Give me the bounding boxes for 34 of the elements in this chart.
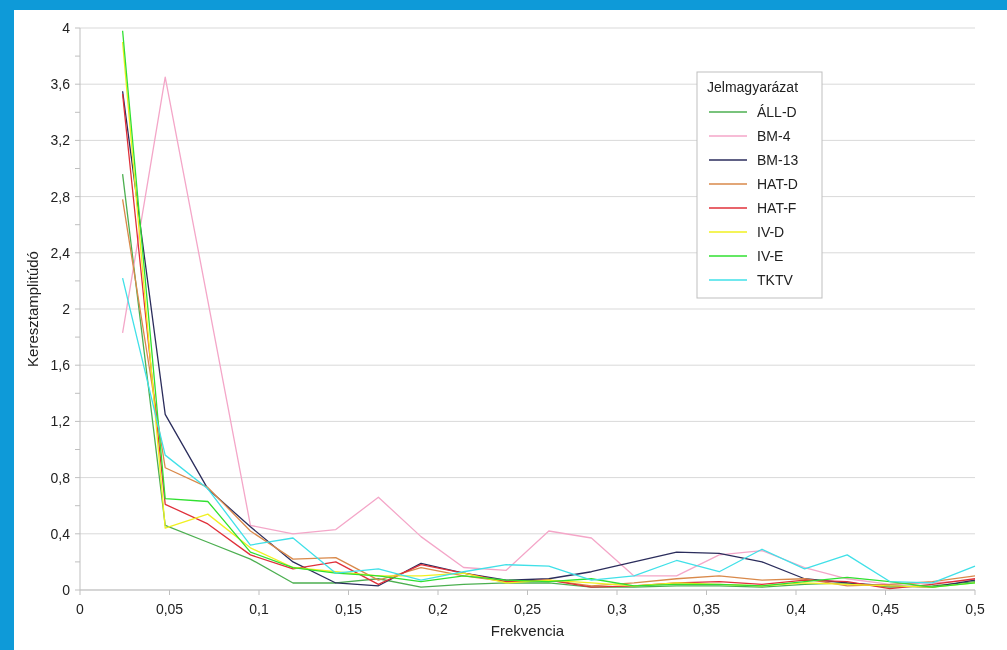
y-tick-label: 1,2 — [50, 413, 71, 430]
x-tick-label: 0,35 — [692, 601, 721, 617]
y-tick-label: 3,2 — [50, 132, 71, 149]
line-series — [121, 277, 976, 584]
x-tick-label: 0,05 — [155, 601, 184, 617]
x-tick-label: 0,2 — [428, 601, 448, 617]
x-tick-label: 0,4 — [786, 601, 806, 617]
x-tick-label: 0 — [76, 601, 85, 617]
legend-title: Jelmagyarázat — [707, 79, 799, 95]
y-tick-label: 3,6 — [50, 76, 71, 93]
y-tick-label: 2,4 — [50, 244, 71, 261]
x-tick-label: 0,5 — [965, 601, 985, 617]
y-tick-label: 1,6 — [50, 357, 71, 374]
y-tick-label: 4 — [62, 19, 71, 36]
x-tick-label: 0,15 — [334, 601, 363, 617]
y-tick-label: 0,4 — [50, 525, 71, 542]
y-tick-label: 0,8 — [50, 469, 71, 486]
y-tick-label: 2 — [62, 300, 71, 317]
legend-label: BM-4 — [757, 127, 791, 144]
legend-label: BM-13 — [757, 151, 799, 168]
y-tick-label: 0 — [62, 581, 71, 598]
legend-label: TKTV — [757, 271, 794, 288]
legend-label: HAT-D — [757, 175, 798, 192]
x-axis-title: Frekvencia — [490, 622, 565, 639]
y-tick-label: 2,8 — [50, 188, 71, 205]
legend-label: IV-D — [757, 223, 785, 240]
y-axis-title: Keresztamplitúdó — [24, 251, 41, 367]
legend-label: ÁLL-D — [757, 103, 797, 120]
legend-label: IV-E — [757, 247, 784, 264]
x-tick-label: 0,3 — [607, 601, 627, 617]
x-tick-label: 0,1 — [249, 601, 269, 617]
x-tick-label: 0,45 — [871, 601, 900, 617]
legend-label: HAT-F — [757, 199, 797, 216]
x-tick-label: 0,25 — [513, 601, 542, 617]
